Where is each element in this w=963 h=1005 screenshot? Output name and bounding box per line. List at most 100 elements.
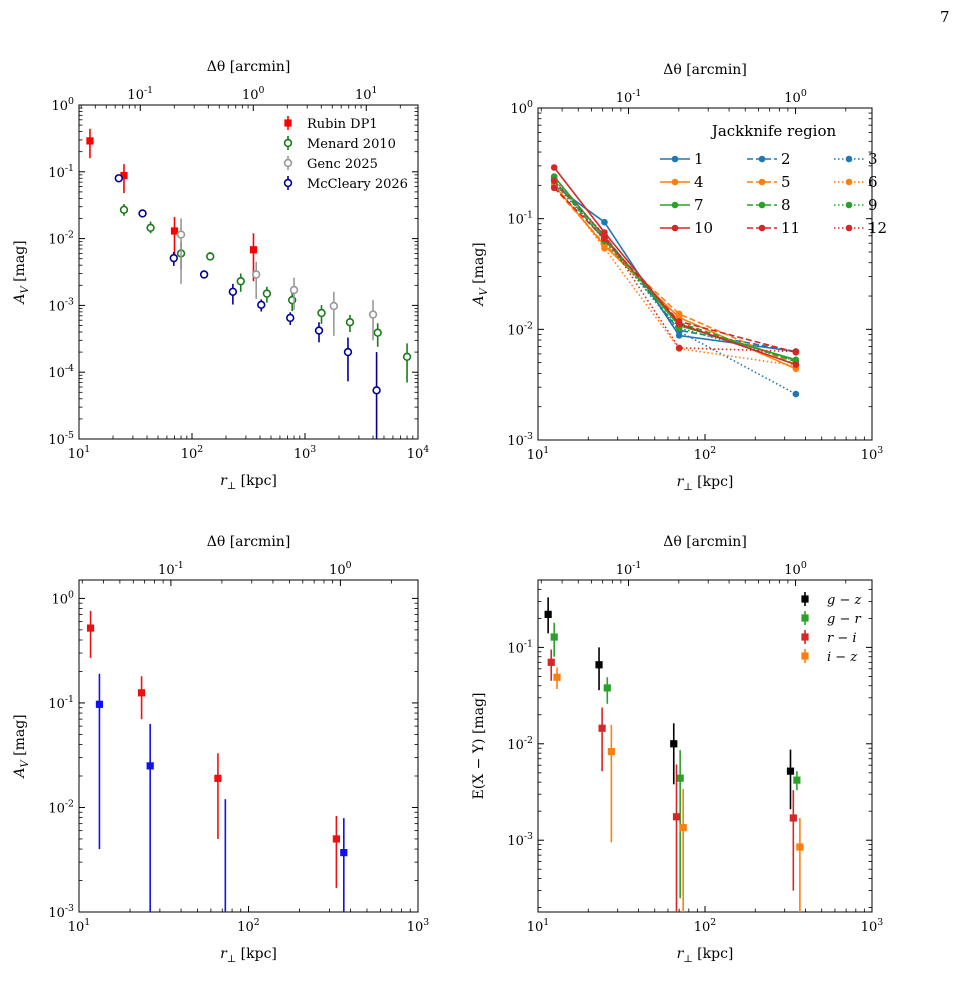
data-point [263, 290, 270, 297]
legend-label: 11 [781, 219, 800, 237]
tick-label: 103 [407, 917, 430, 935]
data-point [793, 777, 800, 784]
legend-label: g − r [827, 612, 861, 627]
legend-marker [801, 633, 808, 640]
axis-label: r⊥ [kpc] [677, 474, 734, 493]
legend-marker [672, 225, 679, 232]
data-point [147, 224, 154, 231]
data-point [333, 835, 340, 842]
data-point-12 [676, 345, 683, 352]
legend-marker [801, 652, 808, 659]
data-point [404, 353, 411, 360]
tick-label: 103 [861, 917, 884, 935]
tick-label: 10-1 [127, 85, 153, 103]
legend-marker [672, 179, 679, 186]
data-point [347, 319, 354, 326]
data-point [214, 775, 221, 782]
axis-label: E(X − Y) [mag] [471, 693, 487, 800]
legend: g − z g − r r − i i − z [801, 592, 861, 665]
tick-label: 101 [527, 445, 550, 463]
tick-label: 101 [68, 444, 91, 462]
data-point-3 [793, 391, 800, 398]
plot-area [545, 597, 804, 912]
legend-marker [759, 202, 766, 209]
data-point [345, 349, 352, 356]
data-point-11 [551, 185, 558, 192]
tick-label: 10-2 [507, 735, 533, 753]
data-point [608, 748, 615, 755]
data-point-10 [793, 361, 800, 368]
legend-label: 10 [694, 219, 713, 237]
tick-label: 10-1 [616, 88, 642, 106]
legend-label: Rubin DP1 [307, 117, 378, 132]
data-point [253, 271, 260, 278]
data-point [598, 725, 605, 732]
legend-title: Jackknife region [710, 122, 837, 140]
data-point [170, 255, 177, 262]
legend-label: r − i [827, 631, 857, 646]
data-point [318, 310, 325, 317]
data-point [229, 288, 236, 295]
tick-label: 102 [694, 917, 717, 935]
legend-marker [759, 156, 766, 163]
data-point [287, 314, 294, 321]
data-point-12 [551, 177, 558, 184]
data-point [787, 768, 794, 775]
data-point-11 [676, 318, 683, 325]
tick-label: 10-3 [507, 431, 533, 449]
tick-label: 100 [784, 560, 807, 578]
data-point [86, 137, 93, 144]
data-point-12 [601, 232, 608, 239]
data-point [670, 740, 677, 747]
data-point [796, 843, 803, 850]
tick-label: 101 [68, 917, 91, 935]
legend-marker [285, 180, 292, 187]
tick-label: 10-2 [507, 320, 533, 338]
tick-label: 10-3 [48, 903, 74, 921]
tick-label: 10-1 [616, 560, 642, 578]
tick-label: 10-1 [507, 638, 533, 656]
tick-label: 100 [784, 88, 807, 106]
legend: Rubin DP1Menard 2010Genc 2025McCleary 20… [284, 116, 408, 192]
data-point [258, 301, 265, 308]
plot-area [551, 164, 799, 397]
legend-label: Genc 2025 [307, 157, 378, 172]
tick-label: 101 [527, 917, 550, 935]
legend-marker [759, 179, 766, 186]
tick-label: 10-1 [507, 210, 533, 228]
data-point [316, 327, 323, 334]
tick-label: 100 [511, 99, 534, 117]
tick-label: 10-3 [507, 831, 533, 849]
legend-marker [846, 202, 853, 209]
axis-label: Δθ [arcmin] [663, 534, 747, 550]
data-point [291, 287, 298, 294]
panel-av-two-samples: 101 102 10310-310-210-110010-1 100r⊥ [kpc]Δ… [12, 534, 429, 965]
legend-label: 5 [781, 173, 791, 191]
data-point-5 [676, 311, 683, 318]
legend-marker [846, 179, 853, 186]
legend-marker [801, 595, 808, 602]
axis-label: AV [mag] [471, 242, 490, 307]
data-point [553, 674, 560, 681]
data-point [121, 206, 128, 213]
legend-marker [285, 140, 292, 147]
series-line-6 [554, 183, 796, 366]
tick-label: 100 [329, 560, 352, 578]
axis-label: Δθ [arcmin] [663, 62, 747, 78]
plot-frame [538, 108, 872, 440]
tick-label: 10-1 [158, 560, 184, 578]
tick-label: 100 [52, 96, 75, 114]
plot-frame [538, 580, 872, 912]
legend-marker [285, 160, 292, 167]
data-point-1 [601, 219, 608, 226]
plot-area [87, 611, 347, 912]
tick-label: 101 [355, 85, 378, 103]
data-point-12 [793, 348, 800, 355]
series-line-1 [554, 185, 796, 351]
plot-area [86, 129, 410, 441]
data-point [551, 633, 558, 640]
legend-label: 8 [781, 196, 791, 214]
data-point [545, 611, 552, 618]
data-point [790, 814, 797, 821]
data-point [370, 311, 377, 318]
